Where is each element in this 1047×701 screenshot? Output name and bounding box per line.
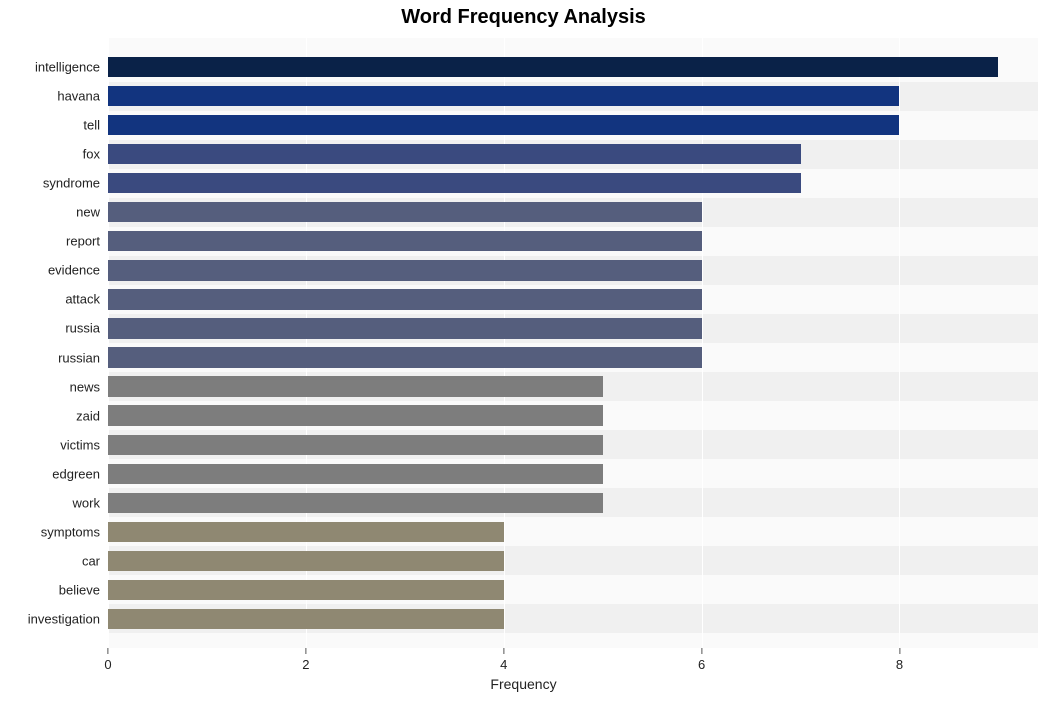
y-tick-label: investigation — [0, 611, 100, 626]
y-tick-label: symptoms — [0, 524, 100, 539]
y-tick-label: intelligence — [0, 60, 100, 75]
x-axis-label: Frequency — [0, 676, 1047, 692]
bar — [108, 551, 504, 571]
x-tick: 4 — [500, 648, 507, 672]
y-tick-label: car — [0, 553, 100, 568]
y-tick-label: new — [0, 205, 100, 220]
x-tick-mark — [305, 648, 306, 654]
y-tick-label: victims — [0, 437, 100, 452]
bar — [108, 493, 603, 513]
x-tick-label: 6 — [698, 657, 705, 672]
bar — [108, 260, 702, 280]
y-tick-label: havana — [0, 89, 100, 104]
y-tick-label: fox — [0, 147, 100, 162]
bar — [108, 522, 504, 542]
bar — [108, 86, 899, 106]
bar — [108, 318, 702, 338]
y-tick-label: tell — [0, 118, 100, 133]
x-tick-label: 4 — [500, 657, 507, 672]
x-tick-mark — [107, 648, 108, 654]
y-tick-label: news — [0, 379, 100, 394]
x-tick-label: 0 — [104, 657, 111, 672]
x-tick-label: 2 — [302, 657, 309, 672]
x-tick: 2 — [302, 648, 309, 672]
bar — [108, 144, 801, 164]
bar — [108, 115, 899, 135]
bar — [108, 231, 702, 251]
bar — [108, 405, 603, 425]
bar — [108, 580, 504, 600]
bar — [108, 347, 702, 367]
y-tick-label: work — [0, 495, 100, 510]
y-tick-label: russia — [0, 321, 100, 336]
bar — [108, 609, 504, 629]
x-tick: 8 — [896, 648, 903, 672]
word-frequency-chart: Word Frequency Analysis intelligence hava… — [0, 0, 1047, 701]
y-tick-label: russian — [0, 350, 100, 365]
y-tick-label: report — [0, 234, 100, 249]
bar — [108, 173, 801, 193]
x-tick-mark — [701, 648, 702, 654]
x-tick-mark — [503, 648, 504, 654]
gridline — [899, 38, 900, 648]
y-tick-label: evidence — [0, 263, 100, 278]
y-tick-label: zaid — [0, 408, 100, 423]
bar — [108, 202, 702, 222]
bar — [108, 376, 603, 396]
y-tick-label: believe — [0, 582, 100, 597]
x-tick: 0 — [104, 648, 111, 672]
bar — [108, 464, 603, 484]
y-tick-label: syndrome — [0, 176, 100, 191]
y-tick-label: edgreen — [0, 466, 100, 481]
bar — [108, 57, 998, 77]
bar — [108, 435, 603, 455]
y-tick-label: attack — [0, 292, 100, 307]
chart-title: Word Frequency Analysis — [0, 6, 1047, 29]
bar — [108, 289, 702, 309]
x-tick-mark — [899, 648, 900, 654]
x-tick-label: 8 — [896, 657, 903, 672]
plot-area — [108, 38, 1038, 648]
x-tick: 6 — [698, 648, 705, 672]
